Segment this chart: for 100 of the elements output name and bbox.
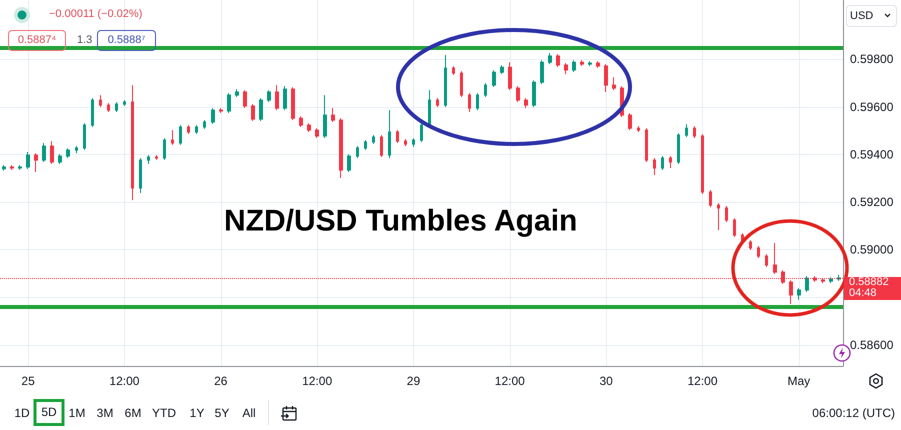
candlestick bbox=[468, 92, 471, 112]
y-tick-label: 0.59400 bbox=[850, 147, 894, 162]
candlestick bbox=[115, 102, 118, 112]
candlestick bbox=[420, 122, 423, 143]
candlestick bbox=[347, 154, 351, 173]
candlestick bbox=[171, 130, 174, 146]
x-tick-label: 26 bbox=[214, 374, 228, 388]
candlestick bbox=[10, 164, 14, 170]
candlestick bbox=[733, 218, 736, 238]
candlestick bbox=[364, 140, 367, 150]
text: 5Y bbox=[214, 405, 230, 421]
candlestick bbox=[163, 138, 166, 160]
candlestick bbox=[219, 108, 223, 114]
candlestick bbox=[452, 66, 455, 76]
price-box: 0.5887⁴ bbox=[8, 30, 66, 51]
y-tick-label: 0.59000 bbox=[850, 242, 894, 257]
candlestick bbox=[645, 128, 648, 163]
candlestick bbox=[805, 276, 809, 292]
candlestick bbox=[556, 54, 560, 68]
annotation: −0.00011 (−0.02%) bbox=[49, 8, 142, 21]
candlestick bbox=[548, 52, 552, 65]
candlestick bbox=[404, 138, 407, 147]
candlestick bbox=[677, 132, 680, 164]
text: 04:48 bbox=[844, 286, 901, 300]
y-tick-label: 0.59800 bbox=[850, 52, 894, 66]
candlestick bbox=[331, 108, 335, 122]
candlestick bbox=[42, 142, 46, 163]
candlestick bbox=[476, 92, 479, 111]
text: All bbox=[242, 405, 256, 421]
candlestick bbox=[717, 202, 720, 231]
candlestick bbox=[693, 126, 696, 138]
candlestick bbox=[797, 288, 801, 300]
candlestick bbox=[187, 124, 190, 134]
candlestick bbox=[99, 94, 102, 108]
x-tick-label: 29 bbox=[406, 374, 420, 388]
candlestick bbox=[91, 98, 94, 128]
candlestick bbox=[251, 104, 255, 122]
candlestick bbox=[524, 98, 528, 109]
candlestick bbox=[773, 242, 777, 275]
candlestick bbox=[107, 102, 110, 112]
text: 06:00:12 (UTC) bbox=[812, 405, 895, 421]
candlestick bbox=[604, 64, 608, 92]
text: 3M bbox=[96, 405, 114, 421]
candlestick bbox=[588, 60, 592, 67]
candlestick bbox=[139, 158, 142, 194]
candlestick bbox=[580, 60, 584, 67]
candlestick bbox=[460, 70, 463, 98]
candlestick bbox=[299, 116, 303, 128]
candlestick bbox=[211, 108, 215, 124]
candlestick bbox=[291, 86, 295, 121]
candlestick bbox=[484, 82, 487, 98]
candlestick bbox=[444, 54, 447, 108]
text: 1M bbox=[68, 405, 86, 421]
candlestick bbox=[83, 122, 86, 150]
candlestick bbox=[669, 156, 672, 168]
candlestick bbox=[203, 120, 206, 130]
candlestick bbox=[661, 156, 664, 170]
candlestick bbox=[155, 154, 158, 160]
candlestick bbox=[227, 92, 231, 114]
candlestick bbox=[380, 134, 383, 158]
candlestick bbox=[564, 62, 568, 75]
candlestick bbox=[396, 130, 399, 144]
x-tick-label: 12:00 bbox=[687, 374, 718, 388]
x-tick-label: 30 bbox=[599, 374, 614, 388]
y-tick-label: 0.59200 bbox=[850, 195, 894, 210]
candlestick bbox=[243, 90, 247, 108]
candlestick bbox=[356, 146, 359, 158]
candlestick bbox=[339, 118, 343, 178]
selected-button: 5D bbox=[34, 399, 64, 426]
x-tick-label: 25 bbox=[21, 374, 36, 388]
candlestick bbox=[315, 128, 319, 138]
candlestick bbox=[596, 60, 600, 68]
x-tick-label: May bbox=[788, 374, 810, 388]
candlestick bbox=[653, 158, 656, 176]
candlestick bbox=[637, 126, 640, 133]
candlestick bbox=[412, 138, 415, 148]
candlestick bbox=[492, 70, 496, 88]
candlestick bbox=[66, 148, 70, 158]
candlestick bbox=[26, 152, 30, 170]
text: 1D bbox=[14, 405, 30, 421]
candlestick bbox=[275, 84, 279, 111]
dropdown-box: USD bbox=[846, 5, 897, 27]
candlestick bbox=[612, 76, 616, 91]
candlestick bbox=[75, 146, 78, 154]
candlestick bbox=[701, 134, 704, 194]
text: NZD/USD Tumbles Again bbox=[224, 204, 578, 238]
x-tick-label: 12:00 bbox=[302, 374, 332, 388]
candlestick bbox=[388, 110, 391, 158]
candlestick bbox=[2, 164, 6, 172]
candlestick bbox=[516, 86, 520, 102]
y-tick-label: 0.59600 bbox=[850, 100, 894, 114]
candlestick bbox=[829, 276, 833, 284]
candlestick bbox=[436, 98, 439, 108]
candlestick bbox=[131, 84, 134, 201]
candlestick bbox=[500, 64, 504, 75]
candlestick bbox=[572, 60, 576, 72]
candlestick bbox=[58, 154, 62, 164]
candlestick bbox=[628, 112, 632, 131]
candlestick bbox=[147, 154, 150, 164]
candlestick bbox=[685, 124, 688, 138]
